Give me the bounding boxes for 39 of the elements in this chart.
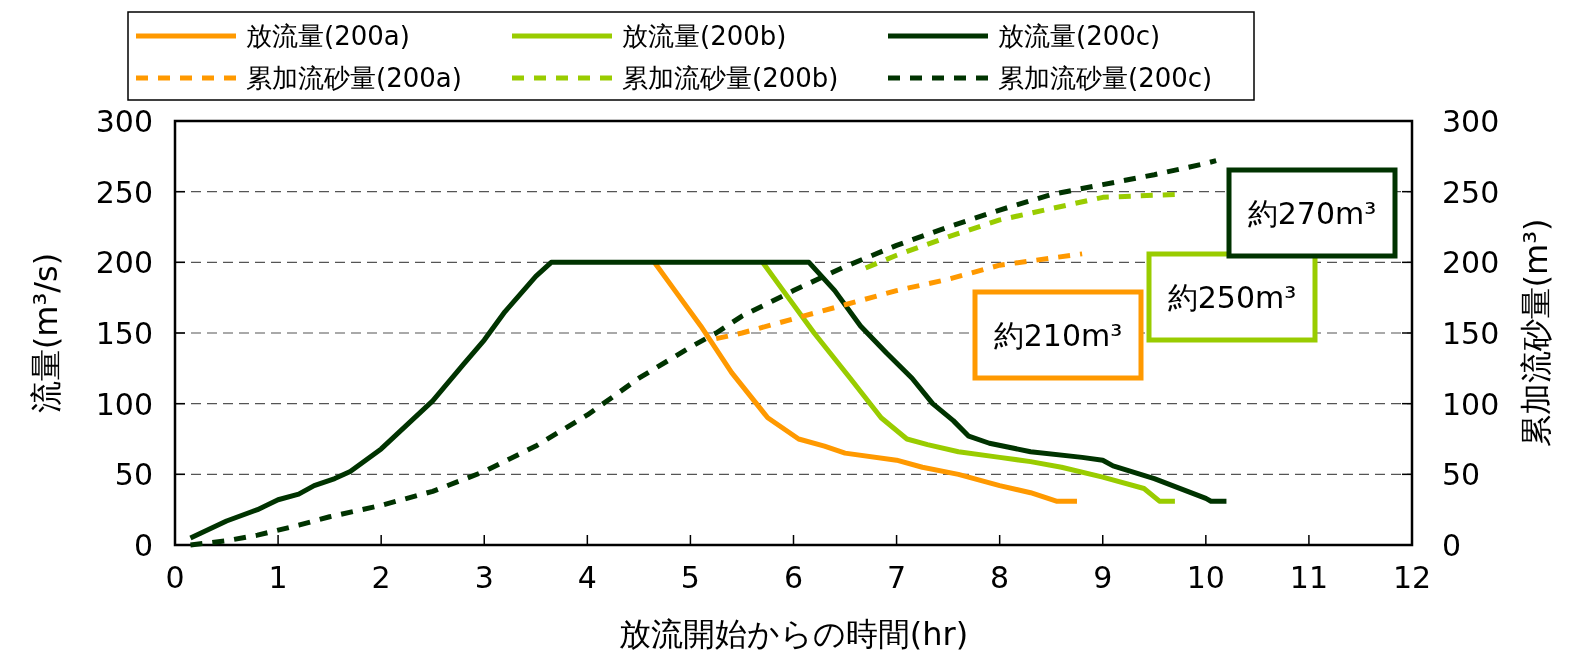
- y2-tick-label: 200: [1442, 245, 1500, 281]
- y2-tick-label: 0: [1442, 528, 1462, 563]
- annotation: 約210m³: [993, 318, 1123, 353]
- x-tick-label: 7: [887, 560, 907, 595]
- annotation: 約250m³: [1167, 280, 1297, 315]
- legend-label: 放流量(200a): [246, 21, 410, 51]
- y2-axis-title: 累加流砂量(m³): [1517, 218, 1555, 448]
- y-tick-label: 150: [95, 316, 153, 351]
- y-axis-title: 流量(m³/s): [27, 252, 65, 414]
- x-tick-label: 6: [783, 560, 804, 595]
- y2-tick-label: 100: [1442, 386, 1500, 422]
- x-tick-label: 5: [680, 560, 700, 595]
- legend-label: 放流量(200b): [622, 21, 787, 51]
- y2-tick-label: 50: [1442, 457, 1481, 493]
- legend-label: 累加流砂量(200b): [622, 63, 839, 93]
- y-tick-label: 0: [133, 528, 153, 563]
- x-tick-label: 4: [577, 560, 597, 595]
- x-tick-label: 12: [1392, 560, 1432, 595]
- y-tick-label: 50: [114, 457, 153, 493]
- y2-tick-label: 300: [1442, 104, 1500, 139]
- y-tick-label: 250: [95, 174, 153, 210]
- y-tick-label: 100: [95, 386, 153, 422]
- x-tick-label: 3: [474, 560, 494, 595]
- y2-tick-label: 150: [1442, 316, 1500, 351]
- annotation: 約270m³: [1247, 196, 1377, 231]
- y-tick-label: 300: [95, 104, 153, 139]
- x-axis-title: 放流開始からの時間(hr): [618, 615, 969, 653]
- x-tick-label: 11: [1289, 560, 1329, 595]
- legend-label: 累加流砂量(200c): [998, 63, 1213, 93]
- x-tick-label: 9: [1093, 560, 1113, 595]
- y2-tick-label: 250: [1442, 174, 1500, 210]
- x-tick-label: 1: [268, 560, 288, 595]
- x-tick-label: 0: [165, 560, 185, 595]
- x-tick-label: 10: [1186, 560, 1225, 595]
- legend-label: 放流量(200c): [998, 21, 1161, 51]
- x-tick-label: 8: [990, 560, 1010, 595]
- x-tick-label: 2: [371, 560, 391, 595]
- legend-label: 累加流砂量(200a): [246, 63, 462, 93]
- y-tick-label: 200: [95, 245, 153, 281]
